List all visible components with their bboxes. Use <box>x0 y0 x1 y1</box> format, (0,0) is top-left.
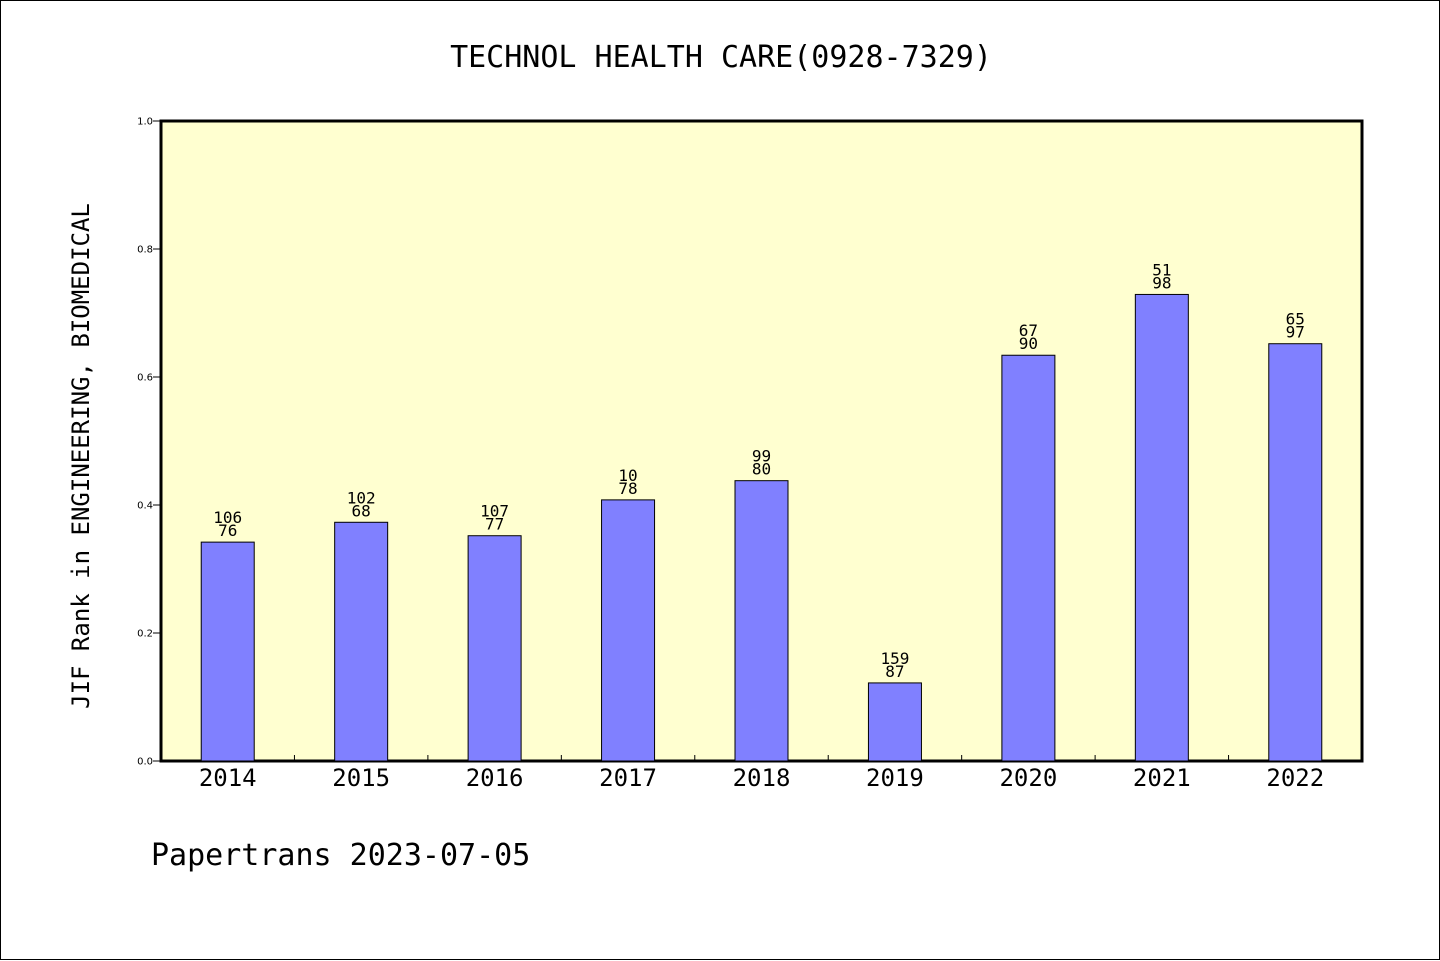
bar-2021 <box>1134 293 1189 762</box>
bar-rank-label-2016: 107 <box>480 502 509 521</box>
x-tick-label-2020: 2020 <box>999 764 1057 792</box>
bar-rank-label-2021: 51 <box>1152 260 1171 279</box>
bar-rank-label-2018: 99 <box>752 447 771 466</box>
bar-total-label-2016: 77 <box>485 515 504 534</box>
x-tick-label-2017: 2017 <box>599 764 657 792</box>
x-tick-label-2014: 2014 <box>199 764 257 792</box>
bar-rank-label-2015: 102 <box>347 488 376 507</box>
bar-total-label-2019: 87 <box>885 662 904 681</box>
x-tick-label-2016: 2016 <box>466 764 524 792</box>
bar-rank-label-2019: 159 <box>880 649 909 668</box>
bar-rank-label-2014: 106 <box>213 508 242 527</box>
bar-total-label-2017: 78 <box>618 479 637 498</box>
bar-rank-label-2020: 67 <box>1019 321 1038 340</box>
y-axis-label: JIF Rank in ENGINEERING, BIOMEDICAL <box>67 203 95 709</box>
chart-title: TECHNOL HEALTH CARE(0928-7329) <box>450 40 992 75</box>
bar-total-label-2020: 90 <box>1019 334 1038 353</box>
y-tick-label: 0.6 <box>137 373 153 384</box>
footer-credit: Papertrans 2023-07-05 <box>151 838 530 873</box>
bar-total-label-2015: 68 <box>352 501 371 520</box>
bar-total-label-2014: 76 <box>218 521 237 540</box>
x-tick-label-2018: 2018 <box>733 764 791 792</box>
bar-total-label-2022: 97 <box>1286 323 1305 342</box>
y-axis: 0.0 0.2 0.4 0.6 0.8 1.0 <box>137 117 161 768</box>
x-tick-label-2022: 2022 <box>1266 764 1324 792</box>
bar-2016 <box>467 535 522 762</box>
bar-2019 <box>867 682 922 762</box>
y-tick-label: 0.2 <box>137 629 153 640</box>
bar-2018 <box>734 480 789 762</box>
bar-2017 <box>601 499 656 762</box>
bar-rank-label-2022: 65 <box>1286 310 1305 329</box>
bar-total-label-2021: 98 <box>1152 273 1171 292</box>
bar-2022 <box>1268 343 1323 762</box>
y-tick-label: 1.0 <box>137 117 153 128</box>
bar-2015 <box>334 521 389 762</box>
x-axis: 2014 2015 2016 2017 2018 2019 2020 2021 2022 <box>199 755 1324 792</box>
bar-2020 <box>1001 354 1056 762</box>
y-tick-label: 0.4 <box>137 501 153 512</box>
bar-2014 <box>200 541 255 762</box>
y-tick-label: 0.0 <box>137 757 153 768</box>
bar-total-label-2018: 80 <box>752 460 771 479</box>
bar-rank-label-2017: 10 <box>618 466 637 485</box>
x-tick-label-2019: 2019 <box>866 764 924 792</box>
y-tick-label: 0.8 <box>137 245 153 256</box>
x-tick-label-2021: 2021 <box>1133 764 1191 792</box>
x-tick-label-2015: 2015 <box>332 764 390 792</box>
